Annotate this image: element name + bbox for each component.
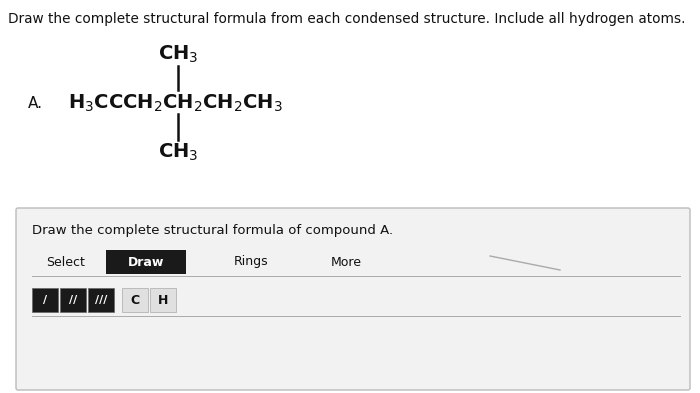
Text: More: More — [330, 255, 361, 268]
Text: Select: Select — [47, 255, 85, 268]
Text: CH$_3$: CH$_3$ — [158, 142, 198, 163]
Bar — [106, 250, 186, 274]
Text: C: C — [130, 294, 139, 307]
Text: A.: A. — [28, 95, 43, 110]
Bar — [88, 288, 114, 312]
Bar — [150, 288, 176, 312]
Text: Draw the complete structural formula of compound A.: Draw the complete structural formula of … — [32, 224, 393, 237]
Bar — [60, 288, 86, 312]
Bar — [122, 288, 148, 312]
Text: CH$_3$: CH$_3$ — [158, 44, 198, 65]
Text: //: // — [69, 295, 77, 305]
Text: H: H — [158, 294, 168, 307]
Bar — [32, 288, 58, 312]
Text: Rings: Rings — [234, 255, 268, 268]
Text: Draw the complete structural formula from each condensed structure. Include all : Draw the complete structural formula fro… — [8, 12, 685, 26]
Text: H$_3$CCCH$_2$CH$_2$CH$_2$CH$_3$: H$_3$CCCH$_2$CH$_2$CH$_2$CH$_3$ — [68, 92, 283, 114]
Text: Draw: Draw — [128, 255, 164, 268]
Text: ///: /// — [94, 295, 107, 305]
Text: /: / — [43, 295, 47, 305]
FancyBboxPatch shape — [16, 208, 690, 390]
